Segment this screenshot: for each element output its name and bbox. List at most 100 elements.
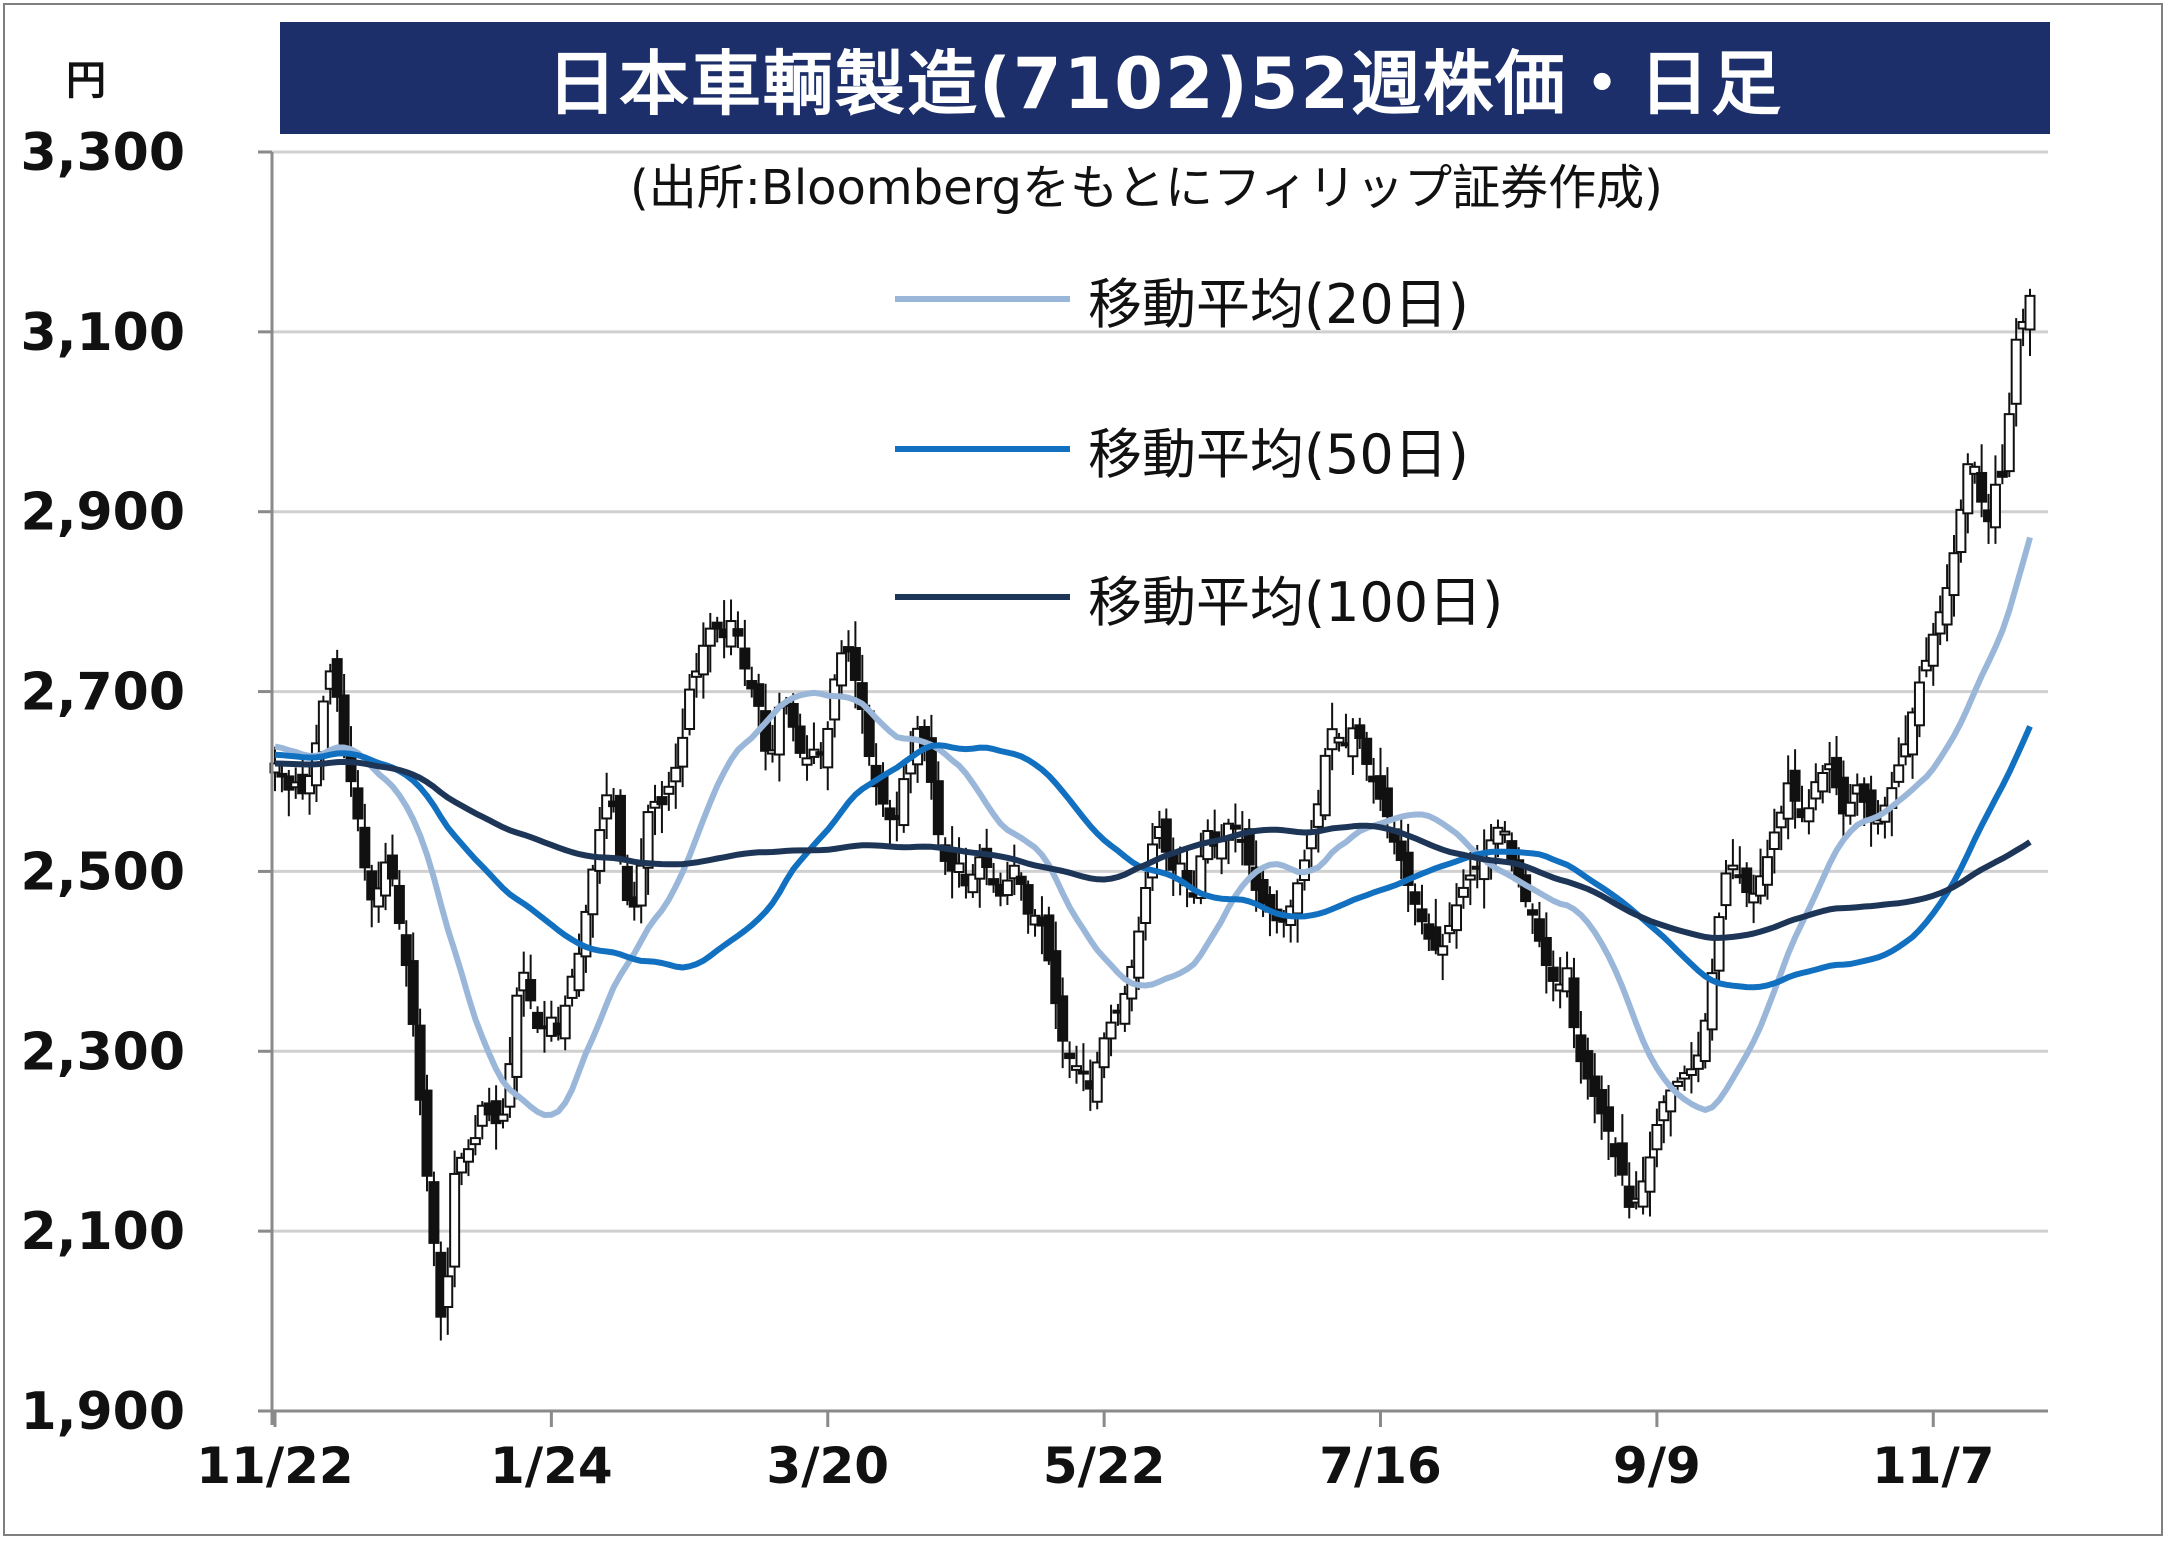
candle (1347, 718, 1359, 776)
candle (1789, 749, 1801, 829)
candle-body (276, 772, 288, 778)
candle-body (1050, 950, 1062, 1005)
candle (366, 864, 378, 928)
candle-body (1727, 864, 1739, 871)
candle (442, 1247, 454, 1335)
candle (1616, 1114, 1628, 1186)
candle (449, 1150, 461, 1288)
candle (1119, 985, 1131, 1032)
x-tick-label: 9/9 (1613, 1437, 1701, 1495)
candle-body (1692, 1054, 1704, 1070)
candle (1720, 860, 1732, 920)
candle-body (1416, 908, 1428, 923)
candle-body (421, 1089, 433, 1177)
candle (1976, 444, 1988, 518)
candle (1603, 1085, 1615, 1160)
candle (794, 713, 806, 759)
candle-body (559, 1004, 571, 1040)
candle-body (1685, 1068, 1697, 1076)
candle-body (1160, 818, 1172, 853)
candle-body (476, 1104, 488, 1127)
candle-body (1437, 945, 1449, 956)
candle-body (456, 1156, 468, 1174)
candle-body (1527, 909, 1539, 916)
candle (525, 954, 537, 1010)
x-tick-label: 11/7 (1872, 1437, 1995, 1495)
candle-body (1589, 1075, 1601, 1097)
ma-line-50 (274, 725, 2033, 991)
candle (925, 714, 937, 800)
y-tick-label: 2,500 (21, 842, 185, 902)
candle (1817, 764, 1829, 804)
candle-body (822, 727, 834, 769)
candle (1001, 861, 1013, 905)
x-tick-label: 5/22 (1043, 1437, 1166, 1495)
candle (856, 654, 868, 734)
y-tick-label: 2,900 (21, 483, 185, 543)
candle (1451, 883, 1463, 949)
candle (884, 799, 896, 847)
candle (739, 619, 751, 686)
candle-body (1989, 483, 2001, 529)
candle (1996, 444, 2008, 485)
candle-body (732, 628, 744, 637)
candle-body (787, 703, 799, 728)
candle (614, 789, 626, 865)
candle (359, 803, 371, 881)
candle-body (1575, 1034, 1587, 1063)
candle-body (1354, 724, 1366, 740)
candle (808, 722, 820, 765)
candle-body (1907, 711, 1919, 756)
candle-body (1022, 884, 1034, 915)
candle-body (1755, 875, 1767, 897)
candle (967, 864, 979, 898)
candle-body (442, 1275, 454, 1309)
candle (932, 761, 944, 849)
candle (1140, 871, 1152, 941)
candle-body (462, 1148, 474, 1163)
y-tick-label: 2,300 (21, 1022, 185, 1082)
candle (1568, 957, 1580, 1049)
candle-body (1582, 1050, 1594, 1080)
candle-body (1292, 882, 1304, 915)
candle-body (697, 644, 709, 676)
candle (1133, 916, 1145, 991)
candle-body (317, 700, 329, 754)
candle-body (1568, 977, 1580, 1029)
candle-body (1955, 508, 1967, 554)
candle-body (1430, 926, 1442, 951)
y-tick-label: 1,900 (21, 1382, 185, 1442)
candle-body (1333, 736, 1345, 744)
candle (1803, 789, 1815, 835)
candle (1057, 977, 1069, 1069)
candle (407, 932, 419, 1037)
candle-body (1837, 776, 1849, 815)
candle-body (2003, 413, 2015, 473)
candle (1948, 535, 1960, 617)
candle-body (1098, 1037, 1110, 1069)
candle-body (1499, 830, 1511, 836)
candle-body (1105, 1021, 1117, 1040)
candle-body (794, 725, 806, 754)
candle-body (414, 1024, 426, 1101)
candle-body (469, 1137, 481, 1146)
candle (1098, 1032, 1110, 1079)
ma-line-100 (274, 758, 2032, 941)
candle (1333, 732, 1345, 752)
candle-body (1070, 1065, 1082, 1071)
candle-body (1091, 1061, 1103, 1103)
candle (1969, 461, 1981, 484)
candle (1927, 622, 1939, 686)
candle (1160, 808, 1172, 872)
tick-labels: 1,900 2,100 2,300 2,500 2,700 2,900 3,100 3,300… (21, 123, 1995, 1495)
candle-body (1927, 633, 1939, 667)
candle (1409, 883, 1421, 926)
candle (1437, 933, 1449, 981)
candle-body (1492, 826, 1504, 845)
candle (656, 781, 668, 834)
x-tick-label: 11/22 (196, 1437, 353, 1495)
candle (490, 1085, 502, 1150)
candle-body (331, 658, 343, 698)
candle-body (1319, 754, 1331, 817)
candle (787, 693, 799, 742)
